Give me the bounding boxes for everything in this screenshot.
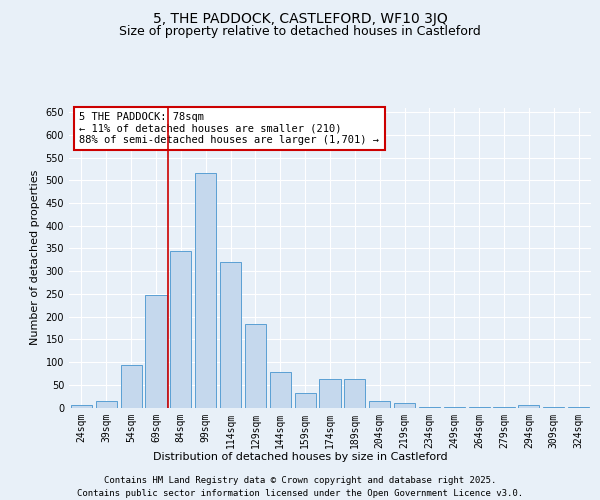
Bar [270, 372, 291, 408]
Bar [394, 403, 415, 407]
Bar [444, 406, 465, 408]
Bar [121, 365, 142, 408]
Text: 5 THE PADDOCK: 78sqm
← 11% of detached houses are smaller (210)
88% of semi-deta: 5 THE PADDOCK: 78sqm ← 11% of detached h… [79, 112, 379, 145]
Bar [145, 295, 167, 408]
Bar [220, 262, 241, 408]
Bar [419, 406, 440, 408]
Bar [319, 379, 341, 408]
Y-axis label: Number of detached properties: Number of detached properties [30, 170, 40, 345]
Bar [568, 406, 589, 408]
Bar [518, 405, 539, 407]
Text: Contains public sector information licensed under the Open Government Licence v3: Contains public sector information licen… [77, 489, 523, 498]
Bar [170, 250, 191, 408]
Text: 5, THE PADDOCK, CASTLEFORD, WF10 3JQ: 5, THE PADDOCK, CASTLEFORD, WF10 3JQ [152, 12, 448, 26]
Bar [96, 400, 117, 407]
Bar [369, 400, 390, 407]
Bar [245, 324, 266, 407]
Bar [469, 406, 490, 408]
Bar [543, 406, 564, 408]
Text: Size of property relative to detached houses in Castleford: Size of property relative to detached ho… [119, 25, 481, 38]
Bar [344, 379, 365, 408]
Text: Contains HM Land Registry data © Crown copyright and database right 2025.: Contains HM Land Registry data © Crown c… [104, 476, 496, 485]
Text: Distribution of detached houses by size in Castleford: Distribution of detached houses by size … [152, 452, 448, 462]
Bar [295, 392, 316, 407]
Bar [71, 405, 92, 407]
Bar [493, 406, 515, 408]
Bar [195, 174, 216, 408]
